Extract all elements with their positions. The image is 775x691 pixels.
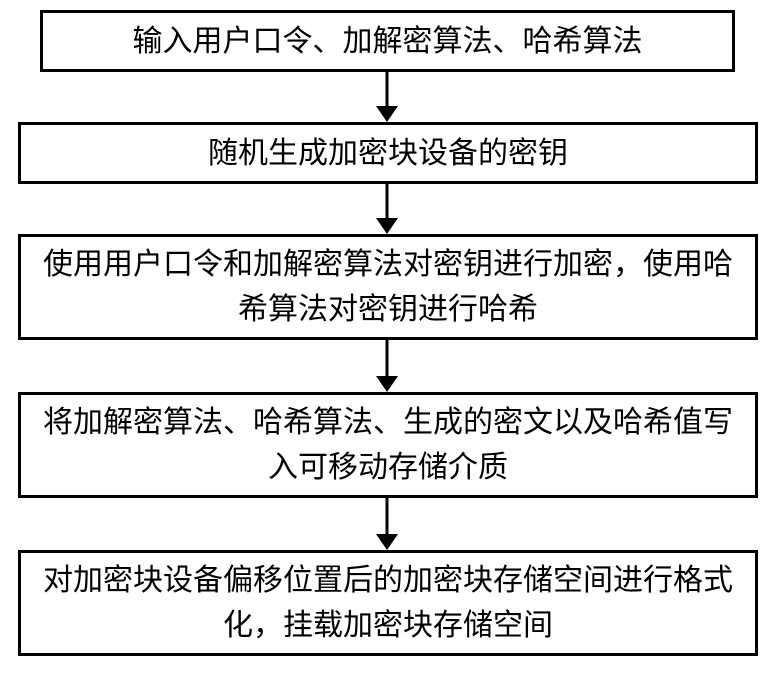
arrow-head-icon bbox=[376, 534, 398, 550]
flow-arrow bbox=[376, 498, 398, 550]
arrow-head-icon bbox=[376, 218, 398, 234]
node-label: 随机生成加密块设备的密钥 bbox=[208, 131, 568, 176]
flow-arrow bbox=[376, 72, 398, 122]
flow-arrow bbox=[376, 184, 398, 234]
arrow-line bbox=[386, 184, 389, 220]
flow-arrow bbox=[376, 340, 398, 392]
flow-node-format-mount: 对加密块设备偏移位置后的加密块存储空间进行格式化，挂载加密块存储空间 bbox=[18, 550, 758, 656]
arrow-line bbox=[386, 340, 389, 378]
flow-node-input: 输入用户口令、加解密算法、哈希算法 bbox=[40, 10, 735, 72]
flow-node-encrypt-hash: 使用用户口令和加解密算法对密钥进行加密，使用哈希算法对密钥进行哈希 bbox=[18, 234, 758, 340]
arrow-head-icon bbox=[376, 106, 398, 122]
node-label: 使用用户口令和加解密算法对密钥进行加密，使用哈希算法对密钥进行哈希 bbox=[33, 242, 743, 332]
flowchart-container: 输入用户口令、加解密算法、哈希算法 随机生成加密块设备的密钥 使用用户口令和加解… bbox=[0, 0, 775, 691]
arrow-head-icon bbox=[376, 376, 398, 392]
flow-node-generate-key: 随机生成加密块设备的密钥 bbox=[18, 122, 758, 184]
arrow-line bbox=[386, 72, 389, 108]
node-label: 输入用户口令、加解密算法、哈希算法 bbox=[133, 19, 643, 64]
node-label: 将加解密算法、哈希算法、生成的密文以及哈希值写入可移动存储介质 bbox=[33, 400, 743, 490]
node-label: 对加密块设备偏移位置后的加密块存储空间进行格式化，挂载加密块存储空间 bbox=[33, 558, 743, 648]
arrow-line bbox=[386, 498, 389, 536]
flow-node-write-storage: 将加解密算法、哈希算法、生成的密文以及哈希值写入可移动存储介质 bbox=[18, 392, 758, 498]
